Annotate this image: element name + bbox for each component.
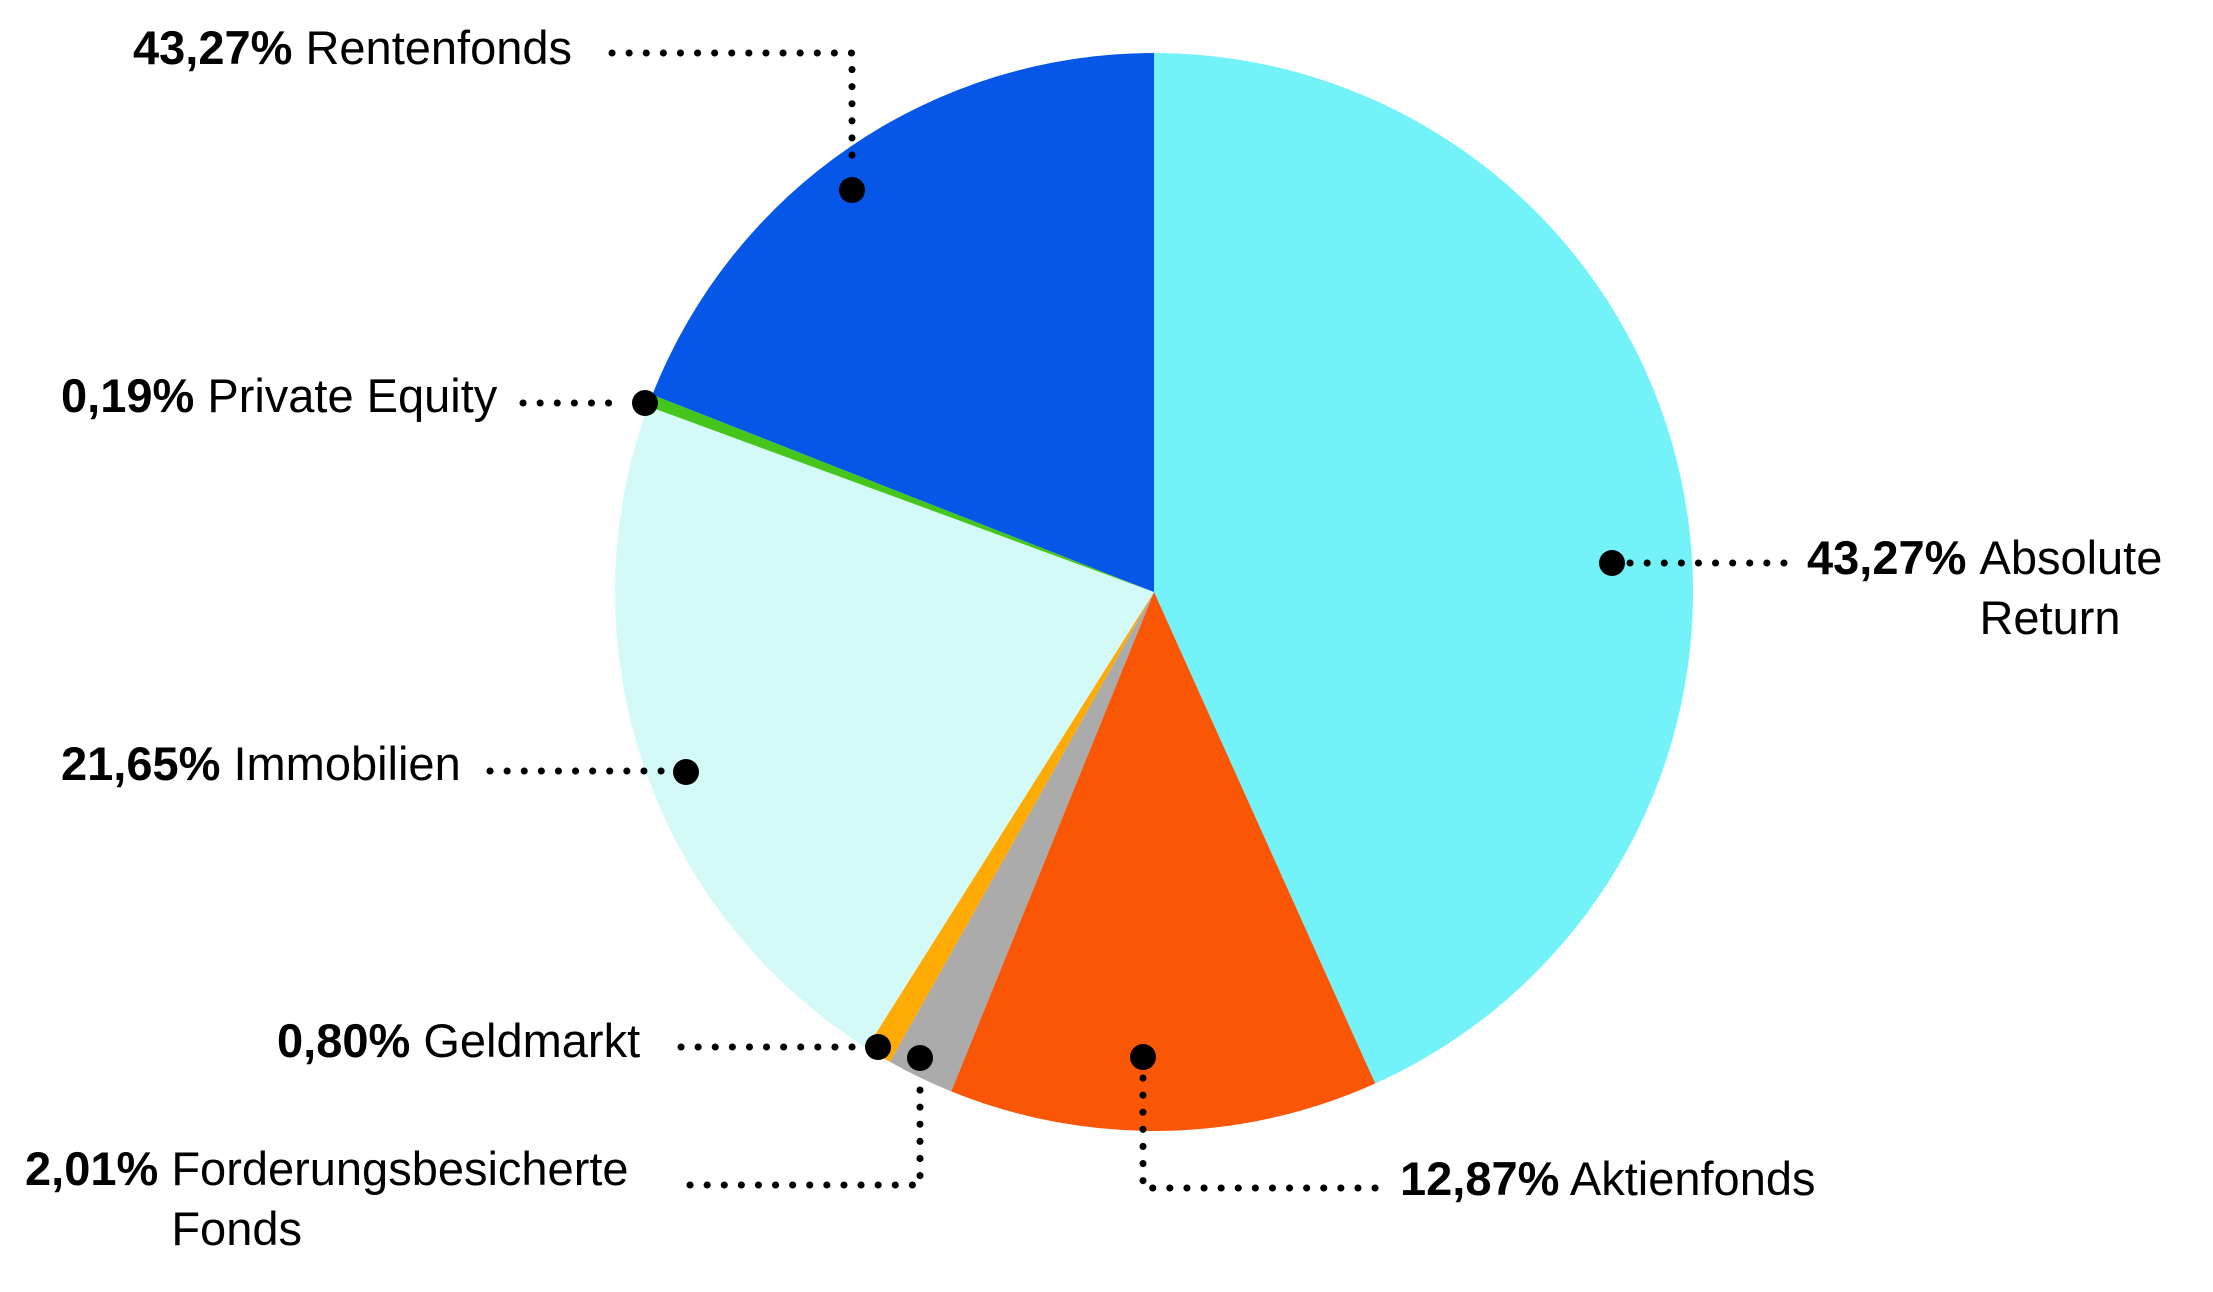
pie-slices [614,53,1693,1131]
callout-geldmarkt-name: Geldmarkt [423,1014,641,1067]
callout-immobilien-pct: 21,65% [61,737,221,790]
callout-rentenfonds-pct: 43,27% [133,21,293,74]
pie-slice-immobilien [614,406,1154,1048]
callout-private-equity: 0,19% Private Equity [61,366,497,426]
callout-aktienfonds: 12,87% Aktienfonds [1400,1149,1815,1209]
pie-slice-private-equity [648,394,1154,592]
anchor-dot-immobilien [673,759,699,785]
callout-geldmarkt-pct: 0,80% [277,1014,411,1067]
pie-slice-forderungsbesicherte-fonds [889,592,1154,1092]
leader-forderungsbesicherte-fonds [686,1078,924,1189]
callout-private-equity-name: Private Equity [207,369,498,422]
callout-absolute-return-name: Absolute Return [1979,531,2163,644]
callout-forderungsbesicherte-fonds-pct: 2,01% [25,1142,159,1195]
anchor-dot-aktienfonds [1130,1044,1156,1070]
anchor-dot-rentenfonds [839,177,865,203]
anchor-dot-private-equity [632,390,658,416]
callout-geldmarkt: 0,80% Geldmarkt [277,1011,640,1071]
pie-slice-absolute-return [1154,53,1693,1084]
anchor-dot-forderungsbesicherte-fonds [907,1045,933,1071]
callout-absolute-return-pct: 43,27% [1807,531,1967,584]
callout-immobilien-name: Immobilien [233,737,461,790]
callout-absolute-return: 43,27% Absolute Return [1807,528,2209,648]
callout-aktienfonds-name: Aktienfonds [1569,1152,1816,1205]
leader-aktienfonds [1139,1074,1389,1192]
callout-forderungsbesicherte-fonds-name: Forderungsbesicherte Fonds [171,1142,629,1255]
pie-slice-geldmarkt [866,592,1154,1062]
callout-aktienfonds-pct: 12,87% [1400,1152,1560,1205]
callout-rentenfonds-name: Rentenfonds [305,21,573,74]
leader-rentenfonds [608,49,856,176]
anchor-dot-geldmarkt [865,1034,891,1060]
anchor-dot-absolute-return [1599,550,1625,576]
callout-rentenfonds: 43,27% Rentenfonds [133,18,572,78]
pie-slice-aktienfonds [951,592,1376,1131]
callout-private-equity-pct: 0,19% [61,369,195,422]
callout-forderungsbesicherte-fonds: 2,01% Forderungsbesicherte Fonds [25,1139,671,1259]
pie-slice-rentenfonds [652,53,1154,592]
callout-immobilien: 21,65% Immobilien [61,734,461,794]
